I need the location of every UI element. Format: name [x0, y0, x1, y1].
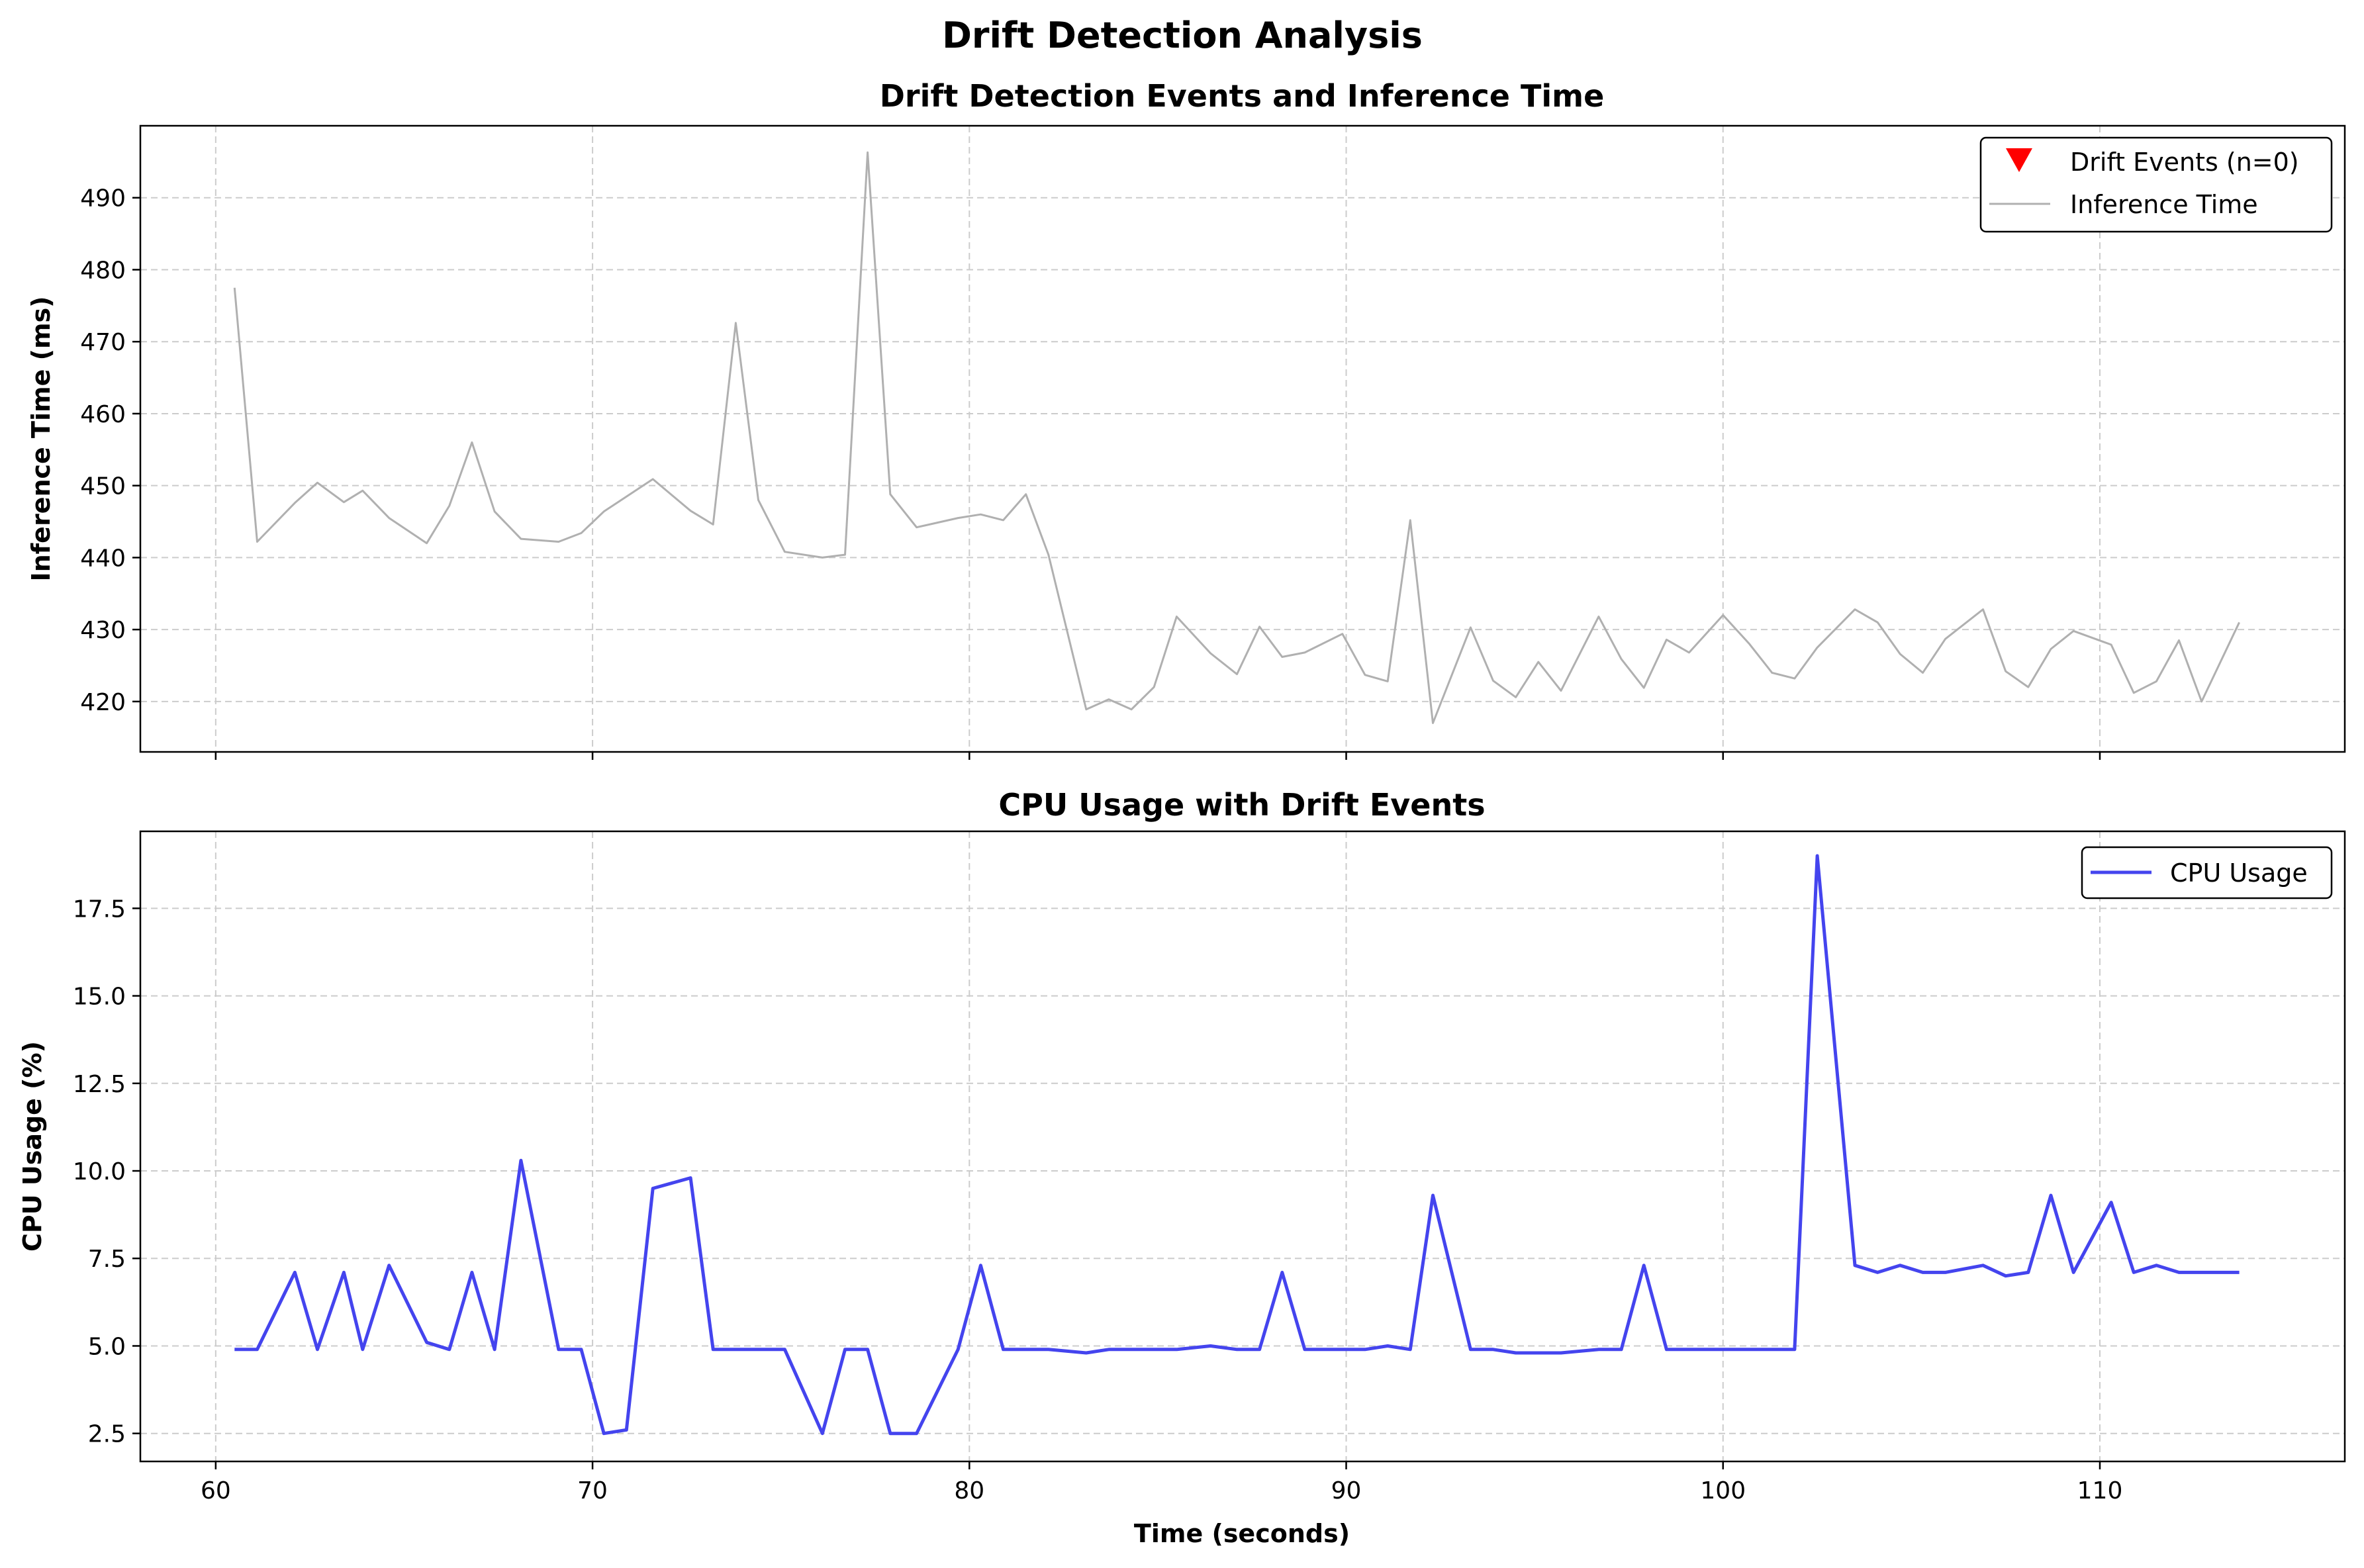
- cpu-y-tick-label: 5.0: [88, 1333, 126, 1360]
- figure-title: Drift Detection Analysis: [942, 15, 1423, 56]
- cpu-x-tick-label: 70: [577, 1477, 608, 1504]
- cpu-x-tick-label: 60: [201, 1477, 231, 1504]
- drift-events-marker-icon: [2006, 148, 2032, 172]
- inference-time-panel: Drift Detection Events and Inference Tim…: [26, 78, 2346, 760]
- cpu-y-tick-label: 10.0: [73, 1158, 126, 1185]
- inference-y-tick-label: 480: [80, 257, 126, 284]
- inference-y-tick-label: 420: [80, 689, 126, 716]
- cpu-x-tick-label: 110: [2077, 1477, 2123, 1504]
- cpu-panel-title: CPU Usage with Drift Events: [998, 787, 1485, 823]
- inference-y-tick-label: 440: [80, 545, 126, 572]
- cpu-y-tick-label: 15.0: [73, 984, 126, 1011]
- cpu-x-tick-label: 90: [1331, 1477, 1362, 1504]
- inference-y-axis-label: Inference Time (ms): [26, 296, 56, 581]
- cpu-y-tick-label: 17.5: [73, 896, 126, 923]
- inference-y-tick-label: 490: [80, 185, 126, 212]
- inference-legend-box: [1979, 136, 2333, 233]
- cpu-usage-legend-label: CPU Usage: [2170, 858, 2308, 888]
- cpu-y-axis-label: CPU Usage (%): [18, 1041, 47, 1252]
- cpu-y-tick-label: 2.5: [88, 1421, 126, 1448]
- cpu-usage-panel: CPU Usage with Drift Events 60 70 80 90 100 1…: [18, 787, 2346, 1548]
- inference-plot-lines: [233, 151, 2240, 724]
- inference-legend: Drift Events (n=0) Inference Time: [1979, 136, 2333, 233]
- cpu-y-ticks: 2.5 5.0 7.5 10.0 12.5 15.0 17.5: [73, 896, 140, 1448]
- cpu-grid: [140, 831, 2345, 1461]
- cpu-plot-frame: [139, 830, 2346, 1463]
- inference-y-tick-label: 450: [80, 473, 126, 500]
- inference-time-series-line: [233, 151, 2240, 724]
- cpu-usage-series-line: [234, 854, 2240, 1436]
- inference-grid: [140, 126, 2345, 752]
- cpu-x-axis-label: Time (seconds): [1134, 1519, 1350, 1548]
- cpu-x-ticks: 60 70 80 90 100 110: [201, 1461, 2122, 1504]
- inference-y-tick-label: 470: [80, 329, 126, 356]
- drift-events-legend-label: Drift Events (n=0): [2070, 148, 2299, 177]
- cpu-y-tick-label: 12.5: [73, 1071, 126, 1098]
- cpu-x-tick-label: 100: [1700, 1477, 1746, 1504]
- cpu-y-tick-label: 7.5: [88, 1246, 126, 1273]
- inference-plot-frame: [139, 124, 2346, 753]
- inference-y-ticks: 420 430 440 450 460 470 480 490: [80, 185, 140, 716]
- inference-y-tick-label: 430: [80, 617, 126, 644]
- inference-time-legend-label: Inference Time: [2070, 190, 2258, 219]
- cpu-x-tick-label: 80: [954, 1477, 984, 1504]
- cpu-plot-lines: [234, 854, 2240, 1436]
- inference-x-ticks: [214, 752, 2101, 760]
- cpu-legend: CPU Usage: [2081, 846, 2333, 899]
- cpu-legend-box: [2081, 846, 2333, 899]
- inference-y-tick-label: 460: [80, 401, 126, 428]
- inference-panel-title: Drift Detection Events and Inference Tim…: [880, 78, 1605, 114]
